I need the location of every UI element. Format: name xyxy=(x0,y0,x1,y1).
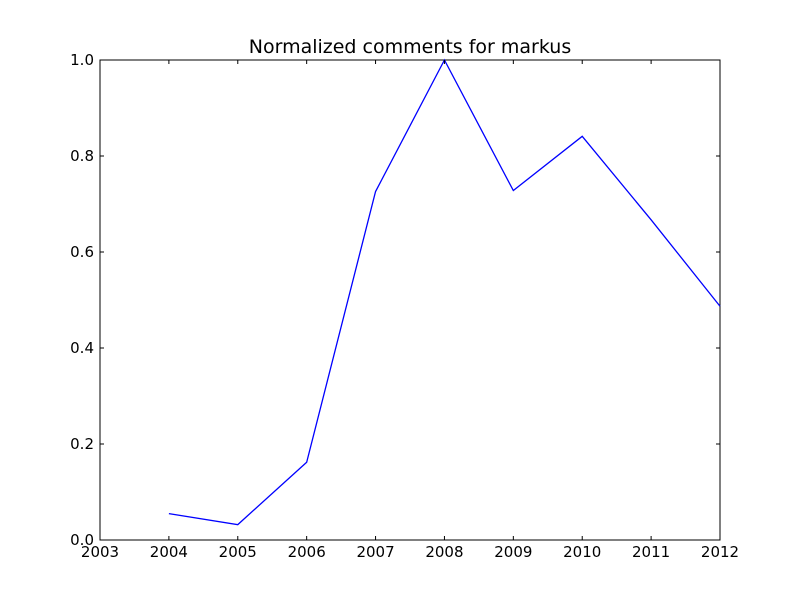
y-tick-label: 0.0 xyxy=(70,531,94,549)
x-tick-label: 2012 xyxy=(701,543,739,561)
x-tick-label: 2003 xyxy=(81,543,119,561)
x-axis: 2003 2004 2005 2006 2007 2008 2009 2010 2011 2012 xyxy=(81,60,739,561)
x-tick-label: 2011 xyxy=(632,543,670,561)
x-tick-label: 2010 xyxy=(563,543,601,561)
y-tick-label: 0.8 xyxy=(70,147,94,165)
x-tick-label: 2008 xyxy=(425,543,463,561)
y-tick-label: 0.6 xyxy=(70,243,94,261)
y-axis: 0.0 0.2 0.4 0.6 0.8 1.0 xyxy=(70,51,720,549)
x-tick-label: 2009 xyxy=(494,543,532,561)
y-tick-label: 1.0 xyxy=(70,51,94,69)
chart-title: Normalized comments for markus xyxy=(249,36,571,58)
y-tick-label: 0.4 xyxy=(70,339,94,357)
x-tick-label: 2007 xyxy=(356,543,394,561)
x-tick-label: 2006 xyxy=(288,543,326,561)
x-tick-label: 2004 xyxy=(150,543,188,561)
y-tick-label: 0.2 xyxy=(70,435,94,453)
plot-area xyxy=(99,59,721,541)
x-tick-label: 2005 xyxy=(219,543,257,561)
